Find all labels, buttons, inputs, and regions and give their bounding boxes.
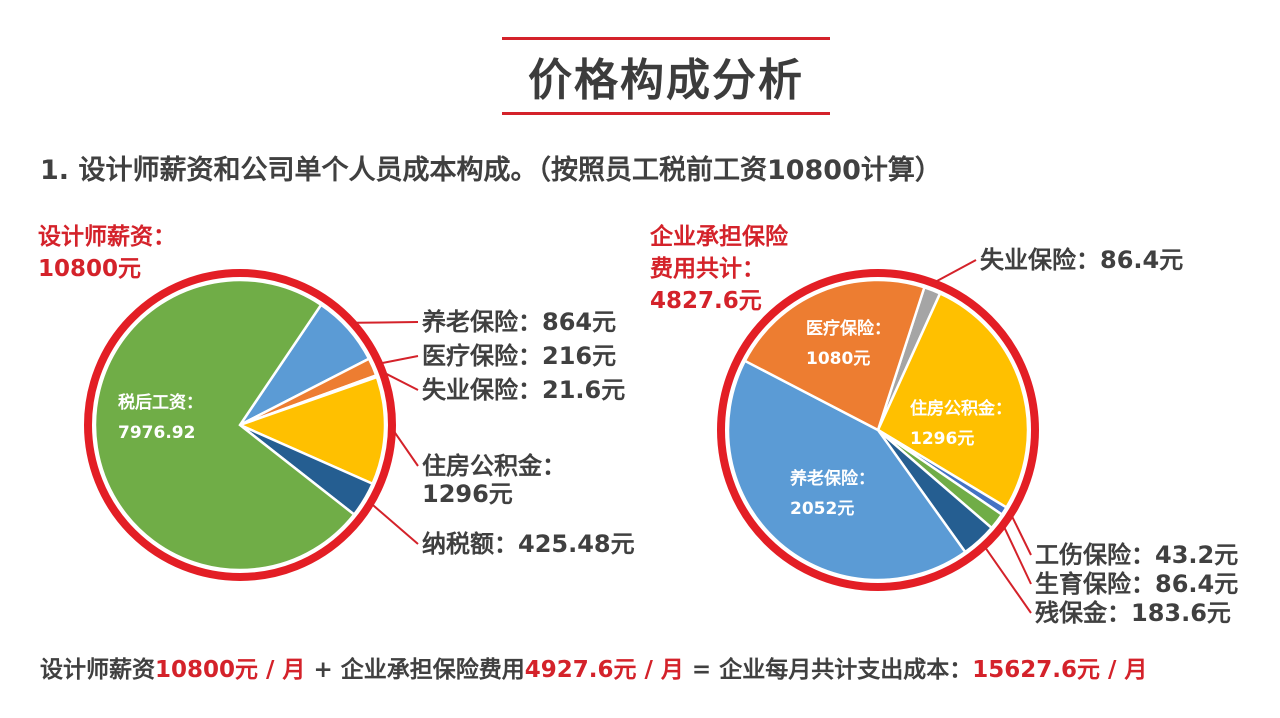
right-heading-line-3: 4827.6元 [650,288,762,314]
right-chart-heading: 企业承担保险 费用共计： 4827.6元 [650,221,788,317]
chart-1-leader-失业保险 [384,372,419,391]
summary-salary-value: 10800元 / 月 [155,657,306,683]
chart-1-label-纳税额: 纳税额：425.48元 [422,530,635,558]
summary-insurance-value: 4927.6元 / 月 [524,657,684,683]
chart-1-label-税后工资-value: 7976.92 [118,423,195,443]
chart-2-label-养老保险-value: 2052元 [790,499,854,519]
chart-2-ring [717,269,1039,591]
chart-2-label-养老保险: 养老保险： [789,468,875,489]
chart-2-leader-生育保险 [1003,526,1032,585]
chart-1-slice-税后工资 [93,278,356,572]
chart-1-leader-住房公积金 [393,430,419,467]
chart-2-label-住房公积金: 住房公积金： [910,398,1012,419]
left-heading-line-2: 10800元 [38,256,142,282]
right-heading-line-1: 企业承担保险 [650,224,788,250]
chart-2-leader-残保金 [984,546,1032,614]
chart-1-label-住房公积金: 住房公积金： [422,452,566,480]
chart-1-label-养老保险: 养老保险：864元 [421,308,616,336]
chart-1-leader-医疗保险 [380,355,419,365]
chart-2-slice-养老保险 [726,359,967,582]
chart-2-leader-工伤保险 [1010,515,1032,556]
cost-summary: 设计师薪资10800元 / 月 + 企业承担保险费用4927.6元 / 月 = … [40,650,1147,684]
title-frame: 价格构成分析 [502,37,830,115]
chart-1-ring [84,269,396,581]
chart-1-label-失业保险: 失业保险：21.6元 [422,376,625,404]
chart-2-slice-住房公积金 [876,291,1030,510]
chart-1-leader-养老保险 [355,321,419,324]
summary-part-2: + 企业承担保险费用 [305,657,525,683]
chart-1-label-医疗保险: 医疗保险：216元 [422,342,616,370]
chart-2-label-医疗保险: 医疗保险： [806,318,891,339]
left-heading-line-1: 设计师薪资： [38,224,176,250]
left-chart-heading: 设计师薪资： 10800元 [38,221,176,285]
chart-2-label-工伤保险: 工伤保险：43.2元 [1035,541,1238,569]
subtitle: 1. 设计师薪资和公司单个人员成本构成。（按照员工税前工资10800计算） [40,155,942,186]
chart-2-label-医疗保险-value: 1080元 [806,349,870,369]
summary-part-1: 设计师薪资 [40,657,155,683]
chart-1-slice-住房公积金 [236,375,387,486]
chart-2-label-生育保险: 生育保险：86.4元 [1035,570,1238,598]
right-heading-line-2: 费用共计： [650,256,765,282]
chart-2-label-住房公积金-value: 1296元 [910,429,974,449]
chart-2-slice-医疗保险 [743,278,926,432]
chart-1-leader-纳税额 [371,503,419,545]
chart-2-label-失业保险: 失业保险：86.4元 [980,246,1183,274]
chart-2-label-残保金: 残保金：183.6元 [1035,599,1231,627]
chart-1-label-税后工资: 税后工资： [118,392,203,413]
summary-part-3: = 企业每月共计支出成本： [683,657,973,683]
chart-1-label-住房公积金-value: 1296元 [422,480,513,508]
summary-total-value: 15627.6元 / 月 [972,657,1148,683]
chart-2-leader-失业保险 [935,259,977,283]
page-title: 价格构成分析 [528,55,804,106]
